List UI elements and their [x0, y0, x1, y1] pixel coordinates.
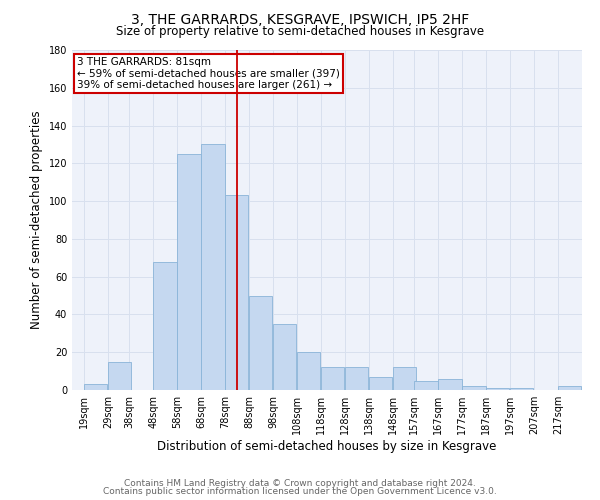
Bar — [201, 144, 224, 390]
Bar — [415, 380, 437, 390]
Y-axis label: Number of semi-detached properties: Number of semi-detached properties — [30, 110, 43, 330]
X-axis label: Distribution of semi-detached houses by size in Kesgrave: Distribution of semi-detached houses by … — [157, 440, 497, 453]
Bar — [84, 384, 107, 390]
Bar — [345, 368, 368, 390]
Bar — [249, 296, 272, 390]
Text: Contains public sector information licensed under the Open Government Licence v3: Contains public sector information licen… — [103, 487, 497, 496]
Bar — [486, 388, 509, 390]
Bar — [154, 262, 176, 390]
Bar — [439, 378, 461, 390]
Bar — [225, 196, 248, 390]
Text: Contains HM Land Registry data © Crown copyright and database right 2024.: Contains HM Land Registry data © Crown c… — [124, 478, 476, 488]
Bar — [462, 386, 485, 390]
Bar — [321, 368, 344, 390]
Bar — [558, 386, 581, 390]
Bar — [393, 368, 416, 390]
Text: 3 THE GARRARDS: 81sqm
← 59% of semi-detached houses are smaller (397)
39% of sem: 3 THE GARRARDS: 81sqm ← 59% of semi-deta… — [77, 57, 340, 90]
Text: Size of property relative to semi-detached houses in Kesgrave: Size of property relative to semi-detach… — [116, 25, 484, 38]
Text: 3, THE GARRARDS, KESGRAVE, IPSWICH, IP5 2HF: 3, THE GARRARDS, KESGRAVE, IPSWICH, IP5 … — [131, 12, 469, 26]
Bar — [108, 362, 131, 390]
Bar — [510, 388, 533, 390]
Bar — [178, 154, 200, 390]
Bar — [297, 352, 320, 390]
Bar — [369, 377, 392, 390]
Bar — [273, 324, 296, 390]
